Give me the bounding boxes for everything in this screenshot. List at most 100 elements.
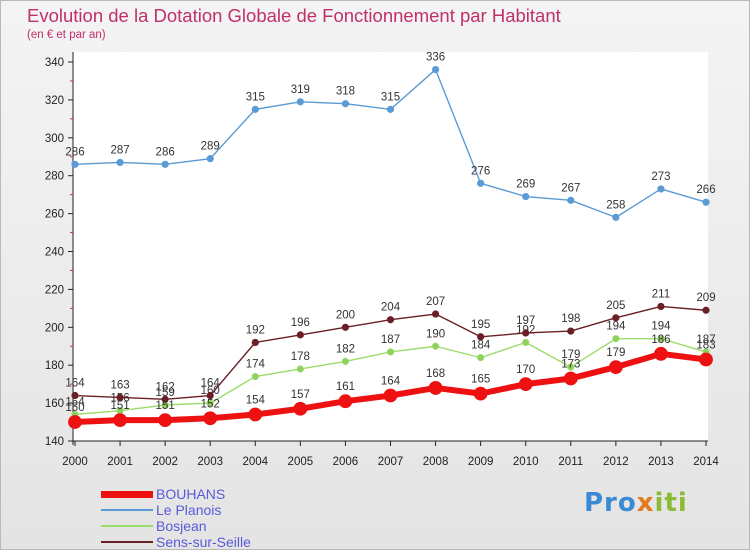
data-label: 336	[426, 52, 445, 64]
y-tick-label: 220	[45, 284, 64, 296]
data-point	[206, 399, 214, 407]
data-label: 289	[201, 141, 220, 153]
data-label: 266	[696, 184, 715, 196]
chart-subtitle: (en € et par an)	[27, 29, 106, 41]
x-tick-label: 2011	[558, 456, 583, 468]
legend-item: Le Planois	[101, 502, 321, 518]
y-tick-label: 200	[45, 322, 64, 334]
data-label: 186	[651, 334, 670, 346]
data-point	[654, 346, 668, 361]
legend-label: Bosjean	[156, 518, 207, 534]
legend-label: BOUHANS	[156, 486, 226, 502]
data-point	[206, 391, 214, 400]
data-point	[567, 363, 575, 371]
legend-swatch	[101, 525, 153, 527]
data-point	[702, 198, 710, 206]
data-label: 196	[291, 317, 310, 329]
y-tick-label: 260	[45, 209, 64, 221]
data-label: 163	[110, 379, 129, 391]
data-point	[657, 335, 665, 343]
data-label: 286	[156, 146, 175, 158]
data-label: 183	[696, 340, 715, 352]
data-label: 187	[696, 334, 715, 346]
data-point	[477, 333, 485, 341]
legend-item: BOUHANS	[101, 486, 321, 502]
data-label: 209	[696, 292, 715, 304]
legend: BOUHANS Le Planois Bosjean Sens-sur-Seille	[101, 486, 321, 550]
data-label: 150	[65, 402, 84, 414]
data-point	[71, 160, 79, 168]
x-tick-label: 2007	[378, 456, 404, 468]
data-point	[386, 105, 395, 113]
data-point	[296, 365, 304, 373]
data-label: 157	[291, 389, 310, 401]
data-label: 154	[65, 396, 85, 408]
y-tick-label: 140	[45, 436, 64, 448]
data-label: 198	[561, 313, 580, 325]
legend-item: Bosjean	[101, 518, 321, 534]
data-point	[248, 407, 263, 422]
data-point	[113, 413, 127, 428]
data-point	[161, 160, 169, 168]
proxiti-logo: Proxiti	[584, 488, 688, 518]
series-le-planois: 286 287 286 289 315 319 318 315 336 276 269 267 258 2…	[65, 52, 716, 221]
plot-area	[73, 52, 708, 441]
data-label: 286	[65, 146, 84, 158]
data-point	[251, 338, 259, 347]
data-label: 182	[336, 343, 355, 355]
data-label: 258	[606, 199, 625, 211]
y-tick-label: 300	[45, 133, 64, 145]
data-point	[251, 105, 259, 113]
data-label: 179	[606, 347, 625, 359]
data-label: 204	[381, 302, 401, 314]
data-point	[612, 335, 620, 343]
data-point	[431, 65, 440, 74]
data-point	[161, 395, 169, 403]
data-label: 315	[246, 91, 265, 103]
data-point	[386, 348, 395, 356]
data-point	[473, 386, 488, 401]
data-point	[341, 100, 350, 108]
data-point	[296, 98, 304, 106]
data-point	[522, 192, 530, 201]
data-point	[251, 372, 259, 381]
data-point	[431, 310, 440, 318]
data-point	[68, 415, 82, 429]
data-label: 154	[246, 394, 266, 406]
y-tick-label: 180	[45, 360, 64, 372]
data-point	[608, 360, 623, 374]
data-point	[428, 381, 443, 395]
data-label: 287	[110, 144, 129, 156]
data-point	[522, 329, 530, 337]
data-point	[383, 388, 398, 403]
x-tick-label: 2013	[648, 456, 674, 468]
data-label: 318	[336, 86, 355, 98]
y-tick-label: 340	[45, 57, 64, 69]
data-point	[563, 371, 578, 386]
series-sens-sur-seille: 164 163 162 164 192 196 200 204 207 195 197 198 205 2…	[65, 288, 716, 403]
x-tick-label: 2006	[333, 456, 359, 468]
data-label: 160	[201, 385, 220, 397]
data-point	[116, 158, 124, 167]
data-label: 269	[516, 179, 535, 191]
data-point	[567, 327, 575, 335]
data-label: 151	[110, 400, 129, 412]
x-tick-label: 2009	[468, 456, 494, 468]
data-label: 164	[201, 378, 221, 390]
y-tick-label: 280	[45, 171, 64, 183]
legend-swatch	[101, 490, 153, 498]
data-label: 170	[516, 364, 535, 376]
data-label: 200	[336, 309, 355, 321]
x-tick-label: 2014	[693, 456, 719, 468]
legend-label: Sens-sur-Seille	[156, 534, 251, 550]
data-label: 211	[652, 288, 670, 300]
data-label: 197	[516, 315, 535, 327]
legend-swatch	[101, 509, 153, 511]
data-label: 194	[651, 321, 671, 333]
data-point	[341, 357, 350, 366]
data-point	[293, 401, 308, 416]
data-point	[116, 393, 124, 402]
x-tick-label: 2003	[197, 456, 223, 468]
data-point	[203, 411, 218, 426]
